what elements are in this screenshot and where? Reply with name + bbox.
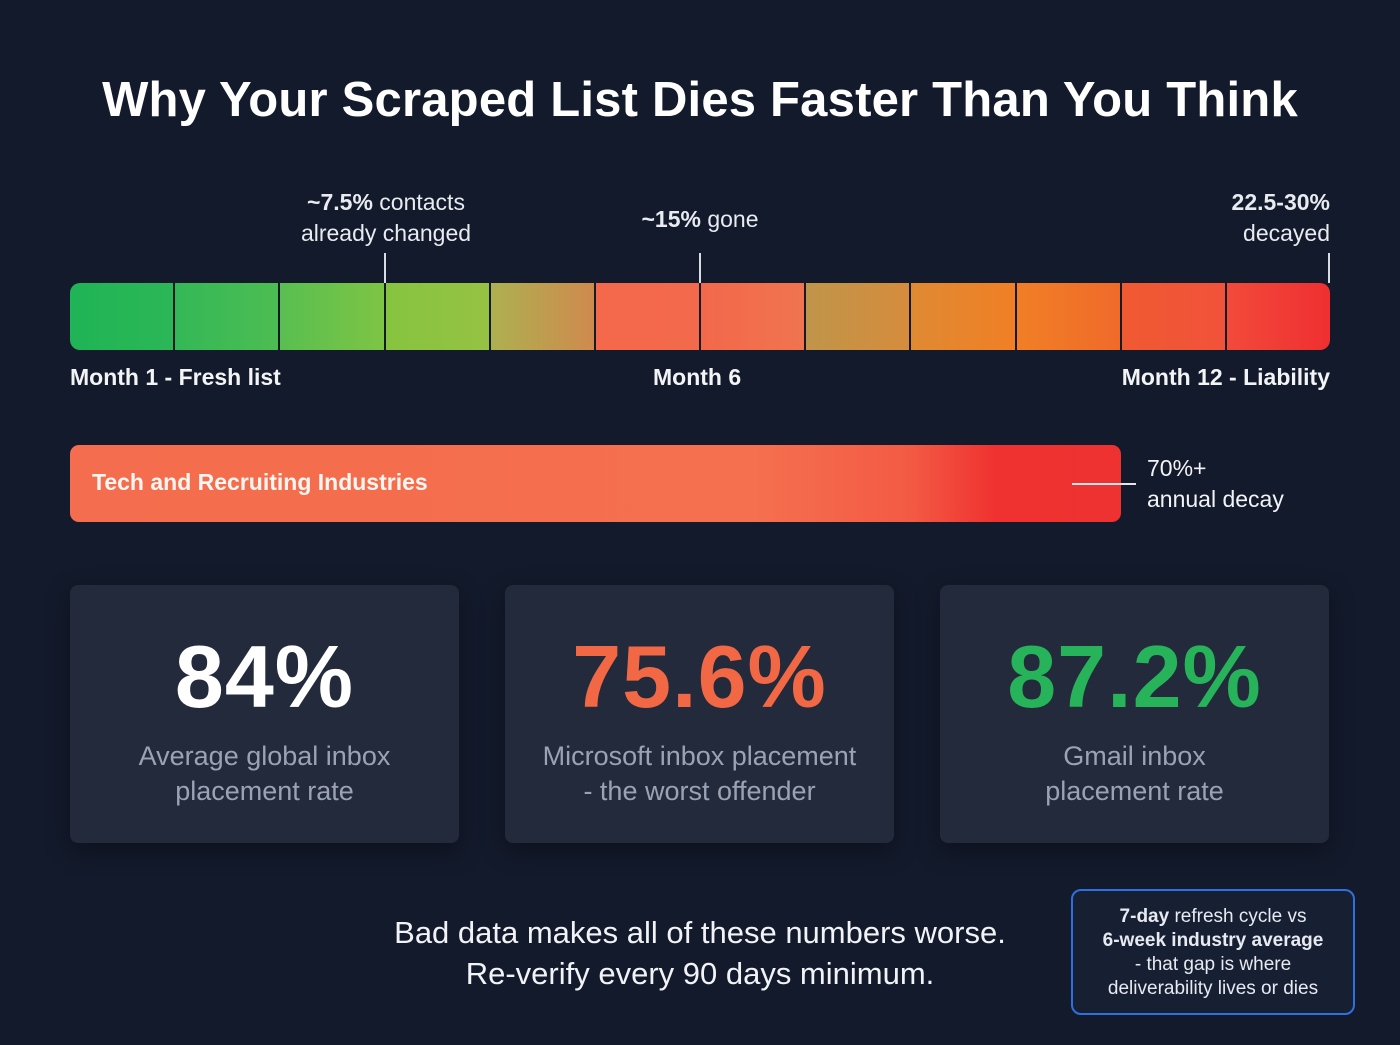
month-segment-10	[1016, 283, 1122, 350]
annotation-15: ~15% gone	[641, 206, 759, 232]
annotation-7-5: ~7.5% contacts already changed	[300, 189, 472, 246]
industry-label: Tech and Recruiting Industries	[92, 469, 428, 495]
tick-marker	[384, 253, 386, 283]
stat-card-global: 84% Average global inbox placement rate	[70, 585, 459, 843]
month-segment-5	[490, 283, 596, 350]
month-6-label: Month 6	[653, 364, 742, 390]
stat-card-gmail: 87.2% Gmail inbox placement rate	[940, 585, 1329, 843]
month-segment-4	[385, 283, 491, 350]
tick-marker	[699, 253, 701, 283]
page-title: Why Your Scraped List Dies Faster Than Y…	[102, 73, 1298, 127]
refresh-cycle-callout: 7-day refresh cycle vs 6-week industry a…	[1071, 889, 1355, 1015]
month-segment-12	[1226, 283, 1330, 350]
month-segment-2	[175, 283, 281, 350]
stat-description: Gmail inbox placement rate	[1045, 741, 1224, 806]
stat-card-microsoft: 75.6% Microsoft inbox placement - the wo…	[505, 585, 894, 843]
decay-timeline-bar	[70, 283, 1330, 350]
month-segment-7	[701, 283, 807, 350]
month-segment-9	[911, 283, 1017, 350]
annotation-22-30: 22.5-30% decayed	[1231, 189, 1330, 246]
stat-value: 75.6%	[572, 627, 827, 726]
tick-marker	[1328, 253, 1330, 283]
industry-leader-line	[1072, 483, 1136, 485]
month-12-label: Month 12 - Liability	[1121, 364, 1330, 390]
stat-value: 84%	[174, 627, 355, 726]
industry-decay-bar: Tech and Recruiting Industries	[70, 445, 1121, 522]
industry-decay-value: 70%+ annual decay	[1147, 455, 1284, 512]
month-segment-1	[70, 283, 176, 350]
month-segment-6	[595, 283, 702, 350]
stat-description: Average global inbox placement rate	[138, 741, 391, 806]
month-segment-3	[280, 283, 386, 350]
month-segment-8	[806, 283, 912, 350]
bottom-message: Bad data makes all of these numbers wors…	[394, 915, 1006, 991]
month-1-label: Month 1 - Fresh list	[70, 364, 281, 390]
month-segment-11	[1121, 283, 1227, 350]
stat-value: 87.2%	[1007, 627, 1262, 726]
stat-description: Microsoft inbox placement - the worst of…	[542, 741, 857, 806]
